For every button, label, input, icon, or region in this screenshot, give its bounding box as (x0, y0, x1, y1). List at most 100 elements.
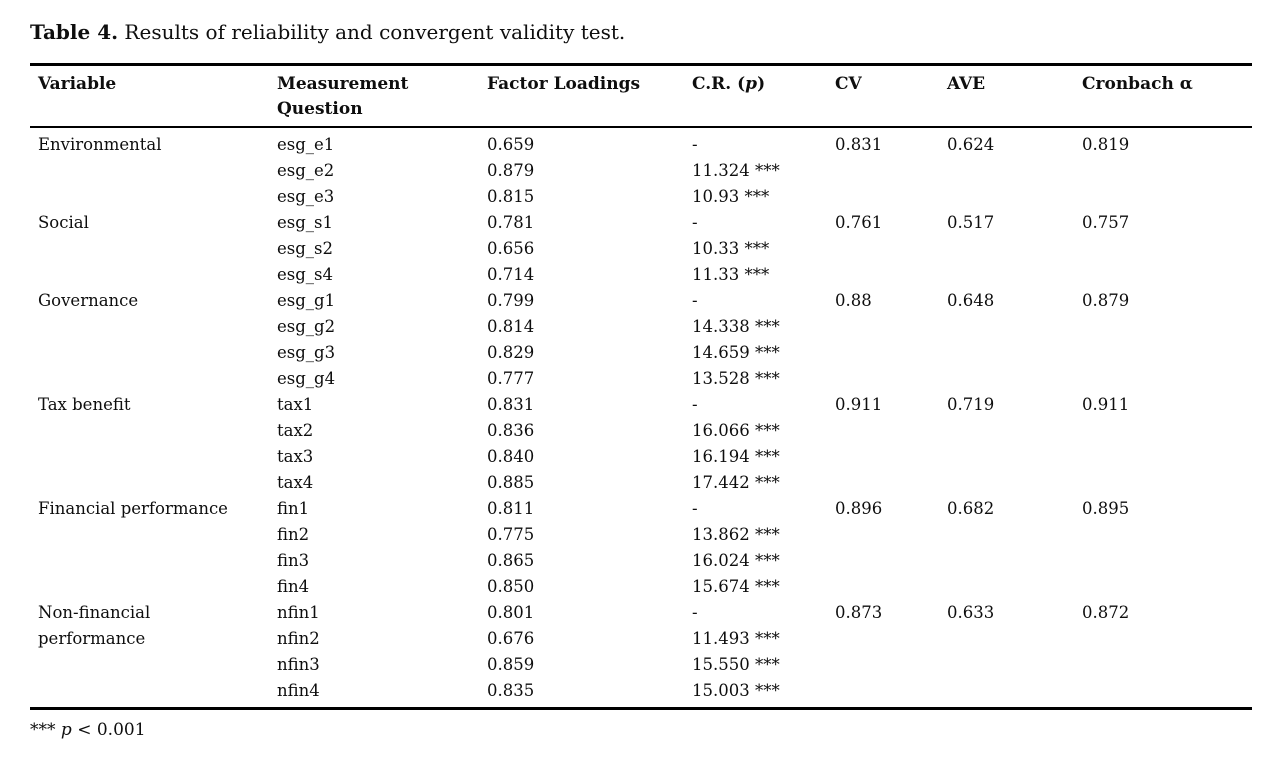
cell-cv (835, 236, 947, 262)
cell-ave: 0.719 (947, 395, 995, 414)
cell-variable (30, 574, 277, 600)
cell-cr: 14.659 *** (692, 343, 780, 362)
cell-measurement-question: fin3 (277, 551, 310, 570)
cell-ave (947, 470, 1082, 496)
cell-measurement-question: esg_g1 (277, 291, 336, 310)
cell-cr: 13.528 *** (692, 369, 780, 388)
cell-cv (835, 444, 947, 470)
cell-cronbach (1082, 236, 1252, 262)
cell-measurement-question: fin1 (277, 499, 310, 518)
cell-measurement-question: nfin3 (277, 655, 320, 674)
cell-variable: Non-financial (38, 603, 151, 622)
cell-cr: 16.194 *** (692, 447, 780, 466)
cell-measurement-question: esg_s4 (277, 265, 334, 284)
cell-measurement-question: nfin2 (277, 629, 320, 648)
cell-factor-loading: 0.714 (487, 265, 535, 284)
cell-ave: 0.682 (947, 499, 995, 518)
footnote-stars: *** (30, 720, 61, 740)
col-header-measurement-question-label: Measurement Question (277, 74, 409, 119)
cell-variable (30, 522, 277, 548)
cell-cr: 11.324 *** (692, 161, 780, 180)
cell-cronbach (1082, 678, 1252, 709)
cell-cronbach (1082, 652, 1252, 678)
col-header-factor-loadings: Factor Loadings (487, 74, 641, 94)
cell-cronbach (1082, 158, 1252, 184)
cell-cv: 0.911 (835, 395, 883, 414)
cell-variable: Environmental (38, 135, 162, 154)
reliability-validity-table: Variable Measurement Question Factor Loa… (30, 63, 1252, 710)
table-row: esg_g2 0.814 14.338 *** (30, 314, 1252, 340)
cell-cv (835, 184, 947, 210)
cell-measurement-question: esg_g4 (277, 369, 336, 388)
cell-cv (835, 418, 947, 444)
cell-factor-loading: 0.814 (487, 317, 535, 336)
cell-variable: performance (38, 629, 146, 648)
cell-measurement-question: esg_s1 (277, 213, 334, 232)
cell-cr: 15.674 *** (692, 577, 780, 596)
cell-variable (30, 418, 277, 444)
cell-measurement-question: tax3 (277, 447, 314, 466)
cell-cronbach: 0.879 (1082, 291, 1130, 310)
cell-cr: 11.493 *** (692, 629, 780, 648)
cell-ave (947, 366, 1082, 392)
table-row: esg_e3 0.815 10.93 *** (30, 184, 1252, 210)
cell-cr: 15.550 *** (692, 655, 780, 674)
cell-cronbach: 0.872 (1082, 603, 1130, 622)
cell-cronbach (1082, 366, 1252, 392)
cell-factor-loading: 0.801 (487, 603, 535, 622)
cell-cv (835, 626, 947, 652)
table-row: Environmental esg_e1 0.659 - 0.831 0.624 0.819 (30, 127, 1252, 158)
table-caption-text: Results of reliability and convergent va… (118, 20, 626, 44)
cell-ave (947, 262, 1082, 288)
cell-cronbach (1082, 444, 1252, 470)
cell-cr: 10.93 *** (692, 187, 770, 206)
cell-factor-loading: 0.777 (487, 369, 535, 388)
cell-cronbach (1082, 262, 1252, 288)
cell-factor-loading: 0.831 (487, 395, 535, 414)
cell-factor-loading: 0.885 (487, 473, 535, 492)
cell-ave (947, 574, 1082, 600)
cell-ave (947, 626, 1082, 652)
cell-cv (835, 262, 947, 288)
table-row: Social esg_s1 0.781 - 0.761 0.517 0.757 (30, 210, 1252, 236)
cell-ave: 0.517 (947, 213, 995, 232)
cell-ave (947, 522, 1082, 548)
cell-factor-loading: 0.840 (487, 447, 535, 466)
cell-cv: 0.761 (835, 213, 883, 232)
cell-cr: - (692, 395, 698, 414)
table-row: tax4 0.885 17.442 *** (30, 470, 1252, 496)
cell-cr: - (692, 213, 698, 232)
table-row: tax2 0.836 16.066 *** (30, 418, 1252, 444)
cell-ave: 0.648 (947, 291, 995, 310)
cell-ave (947, 236, 1082, 262)
cell-variable (30, 262, 277, 288)
cell-measurement-question: esg_s2 (277, 239, 334, 258)
cell-variable: Social (38, 213, 89, 232)
cell-cv (835, 314, 947, 340)
cell-measurement-question: esg_g3 (277, 343, 336, 362)
cell-ave (947, 444, 1082, 470)
cell-ave (947, 158, 1082, 184)
col-header-measurement-question: Measurement Question (277, 65, 487, 128)
cell-factor-loading: 0.836 (487, 421, 535, 440)
cell-variable: Financial performance (38, 499, 228, 518)
table-row: Financial performance fin1 0.811 - 0.896 0.68… (30, 496, 1252, 522)
cell-ave (947, 184, 1082, 210)
cell-variable (30, 470, 277, 496)
cell-variable (30, 548, 277, 574)
cell-cronbach: 0.819 (1082, 135, 1130, 154)
cell-variable (30, 184, 277, 210)
table-row: Tax benefit tax1 0.831 - 0.911 0.719 0.911 (30, 392, 1252, 418)
cell-cr: 10.33 *** (692, 239, 770, 258)
cell-cv (835, 470, 947, 496)
cell-cv (835, 652, 947, 678)
cell-factor-loading: 0.850 (487, 577, 535, 596)
cell-cv (835, 548, 947, 574)
cell-cr: 14.338 *** (692, 317, 780, 336)
cell-variable (30, 236, 277, 262)
cell-measurement-question: fin4 (277, 577, 310, 596)
col-header-cr-p: p (745, 74, 758, 94)
table-row: esg_g4 0.777 13.528 *** (30, 366, 1252, 392)
cell-cv (835, 678, 947, 709)
table-row: tax3 0.840 16.194 *** (30, 444, 1252, 470)
